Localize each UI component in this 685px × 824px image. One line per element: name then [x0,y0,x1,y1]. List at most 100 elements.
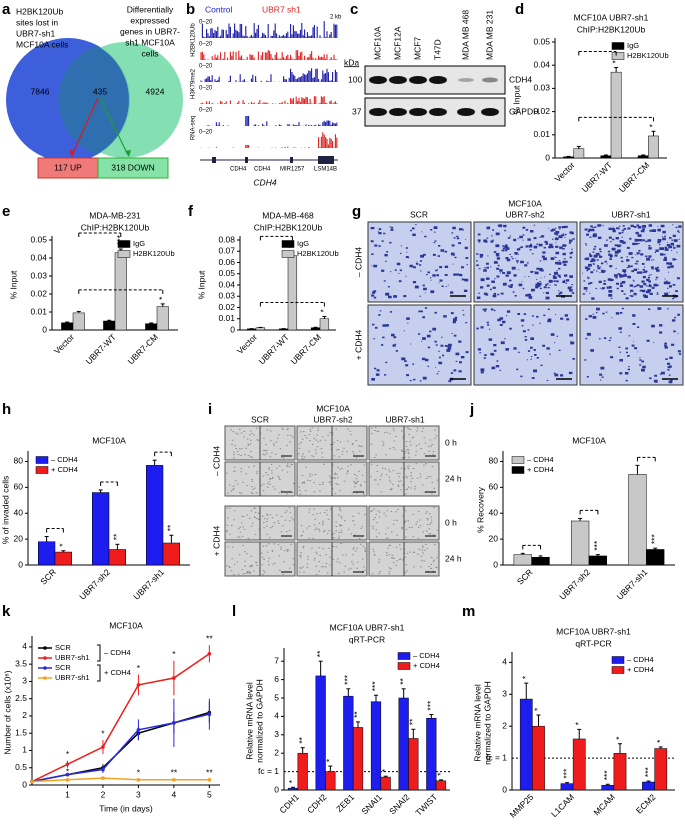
legend-label: + CDH4 [413,661,440,670]
y-tick-label: 4 [274,711,279,721]
chart-title: MDA-MB-231 [89,210,141,220]
band [429,76,447,84]
bar [352,727,364,791]
significance: *** [643,766,653,777]
legend-label: H2BK120Ub [627,51,669,60]
legend-swatch [397,662,411,670]
y-tick-label: 0 [274,784,279,794]
significance: * [172,649,176,659]
significance: *** [115,234,125,245]
y-tick-label: 4 [502,657,507,667]
gene-name: LSM14B [314,167,337,173]
column-label: UBR7-sh1 [611,209,650,219]
exon [290,157,293,163]
y-tick-label: 0 [22,779,27,789]
bar [637,155,649,159]
bar [572,738,586,791]
y-tick-label: 0.02 [533,106,550,116]
y-tick-label: 2.5 [15,693,27,703]
significance: * [157,296,167,300]
significance: * [137,767,141,777]
track-range: 0–20 [199,42,213,48]
venn-left-title: H2BK120Ub [16,6,64,16]
y-tick-label: 4 [22,641,27,651]
bar [600,155,612,159]
column-label: SCR [410,209,428,219]
bar [72,312,85,331]
texture [371,544,438,575]
y-tick-label: 0.02 [218,302,235,312]
track-range: 0–20 [199,20,213,26]
point [101,745,105,749]
band [409,76,427,84]
legend-label: – CDH4 [527,455,554,464]
significance: * [287,779,297,783]
y-tick-label: 0.04 [218,279,235,289]
bar [156,306,169,331]
bar [103,320,116,331]
y-axis-label: normalized to GAPDH [482,681,492,765]
significance: * [435,772,445,776]
lane-label: MCF12A [392,26,402,60]
bar [92,492,110,566]
chart-title: MDA-MB-468 [262,210,314,220]
track-range: 0–20 [199,86,213,92]
legend-label: IgG [627,41,639,50]
y-tick-label: 2 [22,710,27,720]
protein-label: CDH4 [509,74,532,84]
lane-label: MDA MB 468 [460,10,470,60]
time-label: 24 h [445,473,462,483]
point [207,712,212,717]
band [429,108,447,116]
kda-label: kDa [344,57,359,67]
bar [519,698,533,791]
time-label: 0 h [445,437,457,447]
bar [570,520,590,566]
bar [408,738,419,791]
scale-label: 2 kb [330,15,342,21]
y-tick-label: 0.05 [218,268,235,278]
legend-bracket [97,644,101,662]
bar [54,551,72,566]
significance: * [614,736,624,740]
column-label: UBR7-sh1 [385,414,424,424]
legend-group: + CDH4 [104,668,131,677]
series-line [31,653,210,783]
point [172,676,176,680]
wound-panel: i MCF10A SCR UBR7-sh2 UBR7-sh1 – CDH4 + … [208,401,462,577]
significance: *** [592,540,602,551]
panel-letter: f [188,203,194,220]
legend-label: + CDH4 [51,465,78,474]
y-axis-label: Relative mRNA level [472,684,482,762]
lane-label: MCF7 [412,37,422,60]
bar [588,555,608,566]
track-panel: b Control UBR7 sh1 2 kb H2BK120Ub H3K79m… [186,1,342,187]
significance: *** [343,674,353,685]
y-axis-label: % of invaded cells [0,476,10,545]
significance: *** [561,768,571,779]
significance: ** [297,736,307,743]
point [207,778,212,782]
y-tick-label: 0.06 [218,257,235,267]
significance: * [319,309,329,313]
bar [287,787,299,791]
significance: * [655,739,665,743]
legend-point [43,666,47,670]
legend-label: – CDH4 [51,455,78,464]
legend-swatch [611,666,625,674]
y-tick-label: 0.01 [533,129,550,139]
row-label: – CDH4 [211,446,221,477]
y-tick-label: 0.03 [218,291,235,301]
panel-letter: l [232,603,236,620]
y-tick-label: 80 [14,456,24,466]
venn-left-title: sites lost in [16,17,58,27]
bar [370,701,382,791]
y-tick-label: 3 [502,689,507,699]
bar [162,542,180,566]
bar [563,156,574,159]
lane-label: MCF10A [372,26,382,60]
bar [146,465,164,566]
legend-label: + CDH4 [527,465,554,474]
image-title: MCF10A [316,403,350,413]
bar [380,776,391,791]
